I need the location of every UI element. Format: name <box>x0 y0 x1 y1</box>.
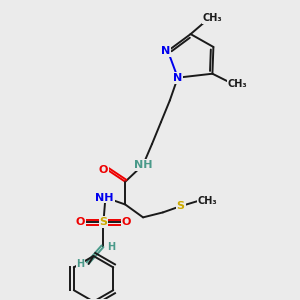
Text: O: O <box>122 217 131 227</box>
Text: CH₃: CH₃ <box>227 79 247 88</box>
Text: H: H <box>107 242 116 252</box>
Text: H: H <box>76 259 85 269</box>
Text: S: S <box>177 202 185 212</box>
Text: O: O <box>99 165 108 175</box>
Text: CH₃: CH₃ <box>198 196 217 206</box>
Text: S: S <box>99 217 107 227</box>
Text: NH: NH <box>134 160 152 170</box>
Text: O: O <box>76 217 85 227</box>
Text: N: N <box>161 46 170 56</box>
Text: NH: NH <box>95 193 114 202</box>
Text: CH₃: CH₃ <box>202 13 222 23</box>
Text: N: N <box>173 73 182 83</box>
